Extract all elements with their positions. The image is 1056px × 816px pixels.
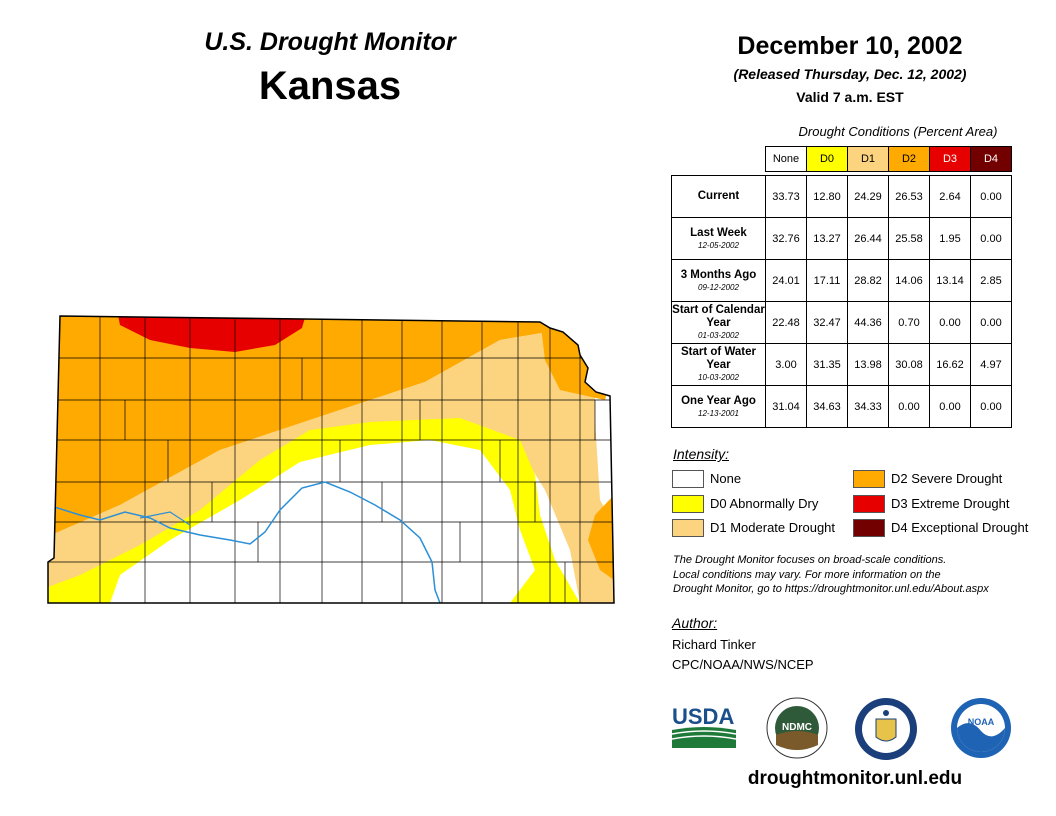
table-cell: 0.00 [888,385,930,428]
table-cell: 2.64 [929,175,971,218]
table-cell: 24.01 [765,259,807,302]
table-row: One Year Ago 12-13-2001 31.04 34.63 34.33… [671,385,1012,428]
noaa-logo: NOAA [951,698,1011,758]
row-label: One Year Ago 12-13-2001 [671,385,766,428]
legend-swatch [853,495,885,513]
river-tributary [139,511,191,526]
legend-swatch [672,470,704,488]
kansas-drought-map [47,315,615,604]
row-label: Current [671,175,766,218]
zone-d1 [48,330,614,603]
table-cell: 17.11 [806,259,848,302]
kansas-outline [47,315,615,604]
table-cell: 13.27 [806,217,848,260]
table-cell: 24.29 [847,175,889,218]
row-label: Start of Water Year 10-03-2002 [671,343,766,386]
table-cell: 26.44 [847,217,889,260]
table-cell: 12.80 [806,175,848,218]
svg-text:USDA: USDA [672,704,734,729]
legend-title: Intensity: [673,446,730,462]
legend-swatch [672,495,704,513]
table-cell: 32.47 [806,301,848,344]
table-cell: 16.62 [929,343,971,386]
ndmc-logo: NDMC [766,697,828,759]
table-cell: 0.00 [970,217,1012,260]
legend-item-d0: D0 Abnormally Dry [672,495,818,513]
table-cell: 28.82 [847,259,889,302]
arkansas-river [48,481,441,603]
table-cell: 31.35 [806,343,848,386]
table-cell: 4.97 [970,343,1012,386]
col-header-d2: D2 [888,146,930,172]
usda-logo: USDA [671,704,737,748]
author-name: Richard Tinker [672,637,756,652]
table-cell: 14.06 [888,259,930,302]
commerce-seal-logo [855,698,917,760]
table-row: Start of Water Year 10-03-2002 3.00 31.35… [671,343,1012,386]
legend-item-d4: D4 Exceptional Drought [853,519,1028,537]
svg-text:NDMC: NDMC [782,722,812,733]
author-title: Author: [672,615,718,631]
col-header-d4: D4 [970,146,1012,172]
disclaimer-note: The Drought Monitor focuses on broad-sca… [673,554,989,595]
author-org: CPC/NOAA/NWS/NCEP [672,657,814,672]
table-cell: 34.33 [847,385,889,428]
table-cell: 13.14 [929,259,971,302]
table-cell: 30.08 [888,343,930,386]
table-cell: 26.53 [888,175,930,218]
legend-swatch [672,519,704,537]
col-header-d1: D1 [847,146,889,172]
table-cell: 0.00 [929,385,971,428]
release-date: (Released Thursday, Dec. 12, 2002) [733,66,967,82]
zone-d3-north [115,316,310,352]
table-row: 3 Months Ago 09-12-2002 24.01 17.11 28.82… [671,259,1012,302]
legend-item-d3: D3 Extreme Drought [853,495,1010,513]
zone-d2-north [48,316,614,540]
legend-item-d2: D2 Severe Drought [853,470,1002,488]
table-cell: 31.04 [765,385,807,428]
table-cell: 25.58 [888,217,930,260]
table-cell: 0.70 [888,301,930,344]
table-row: Last Week 12-05-2002 32.76 13.27 26.44 25… [671,217,1012,260]
valid-time: Valid 7 a.m. EST [796,89,904,105]
zone-d2-southeast [588,495,614,580]
table-row: Current 33.73 12.80 24.29 26.53 2.64 0.0… [671,175,1012,218]
table-cell: 2.85 [970,259,1012,302]
state-title: Kansas [258,64,402,108]
legend-item-d1: D1 Moderate Drought [672,519,835,537]
row-label: 3 Months Ago 09-12-2002 [671,259,766,302]
col-header-none: None [765,146,807,172]
col-header-d0: D0 [806,146,848,172]
table-cell: 0.00 [970,385,1012,428]
table-corner [672,147,766,172]
table-cell: 13.98 [847,343,889,386]
footer-url[interactable]: droughtmonitor.unl.edu [747,768,963,789]
zone-d0 [48,418,580,603]
row-label: Last Week 12-05-2002 [671,217,766,260]
table-cell: 44.36 [847,301,889,344]
table-row: Start of Calendar Year 01-03-2002 22.48 3… [671,301,1012,344]
zone-none-south [110,443,532,603]
table-cell: 0.00 [929,301,971,344]
row-label: Start of Calendar Year 01-03-2002 [671,301,766,344]
county-boundaries [48,316,614,603]
table-cell: 34.63 [806,385,848,428]
drought-conditions-table: None D0 D1 D2 D3 D4 Current 33.73 12.80 … [671,146,1012,428]
title-drought-monitor: U.S. Drought Monitor [204,28,456,56]
col-header-d3: D3 [929,146,971,172]
table-caption: Drought Conditions (Percent Area) [798,124,998,139]
table-cell: 0.00 [970,175,1012,218]
table-cell: 33.73 [765,175,807,218]
map-date: December 10, 2002 [737,32,963,60]
table-cell: 22.48 [765,301,807,344]
table-cell: 1.95 [929,217,971,260]
legend-swatch [853,470,885,488]
legend-swatch [853,519,885,537]
table-cell: 3.00 [765,343,807,386]
legend-item-none: None [672,470,741,488]
svg-text:NOAA: NOAA [968,717,995,727]
table-cell: 0.00 [970,301,1012,344]
table-cell: 32.76 [765,217,807,260]
